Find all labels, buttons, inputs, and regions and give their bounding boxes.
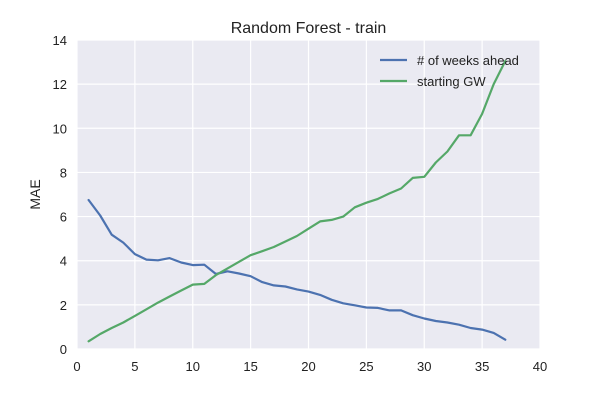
y-tick-label: 10: [53, 121, 67, 136]
y-axis-label: MAE: [27, 179, 43, 209]
chart-title: Random Forest - train: [231, 20, 387, 37]
x-tick-label: 30: [417, 359, 431, 374]
legend-label: # of weeks ahead: [417, 53, 519, 68]
series-line-2: [87, 59, 507, 343]
series-lines: [87, 59, 507, 343]
x-tick-label: 40: [533, 359, 547, 374]
legend-label: starting GW: [417, 74, 486, 89]
x-tick-label: 20: [301, 359, 315, 374]
y-tick-label: 12: [53, 77, 67, 92]
x-tick-label: 5: [131, 359, 138, 374]
tick-labels: 0 5 10 15 20 25 30 35 40 0 2 4 6 8 10 12 14: [53, 33, 548, 374]
x-tick-label: 15: [243, 359, 257, 374]
x-tick-label: 35: [475, 359, 489, 374]
series-line-1: [87, 198, 507, 341]
legend: # of weeks ahead starting GW: [380, 53, 519, 89]
y-tick-label: 6: [60, 210, 67, 225]
x-tick-label: 10: [186, 359, 200, 374]
x-tick-label: 25: [359, 359, 373, 374]
grid-lines: [76, 39, 541, 350]
y-tick-label: 2: [60, 298, 67, 313]
y-tick-label: 4: [60, 254, 67, 269]
y-tick-label: 0: [60, 342, 67, 357]
x-tick-label: 0: [73, 359, 80, 374]
y-tick-label: 14: [53, 33, 67, 48]
y-tick-label: 8: [60, 165, 67, 180]
